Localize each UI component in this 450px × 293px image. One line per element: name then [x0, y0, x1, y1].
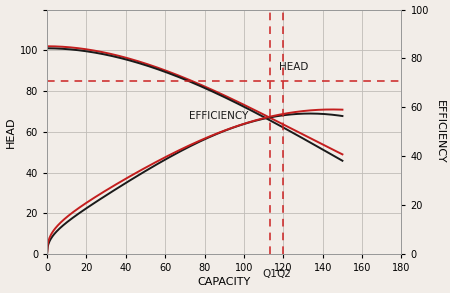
Y-axis label: HEAD: HEAD: [5, 116, 16, 148]
Y-axis label: EFFICIENCY: EFFICIENCY: [434, 100, 445, 164]
Text: Q2: Q2: [276, 268, 291, 279]
Text: Q1: Q1: [262, 268, 277, 279]
Text: HEAD: HEAD: [279, 62, 309, 72]
X-axis label: CAPACITY: CAPACITY: [198, 277, 251, 287]
Text: EFFICIENCY: EFFICIENCY: [189, 110, 248, 121]
